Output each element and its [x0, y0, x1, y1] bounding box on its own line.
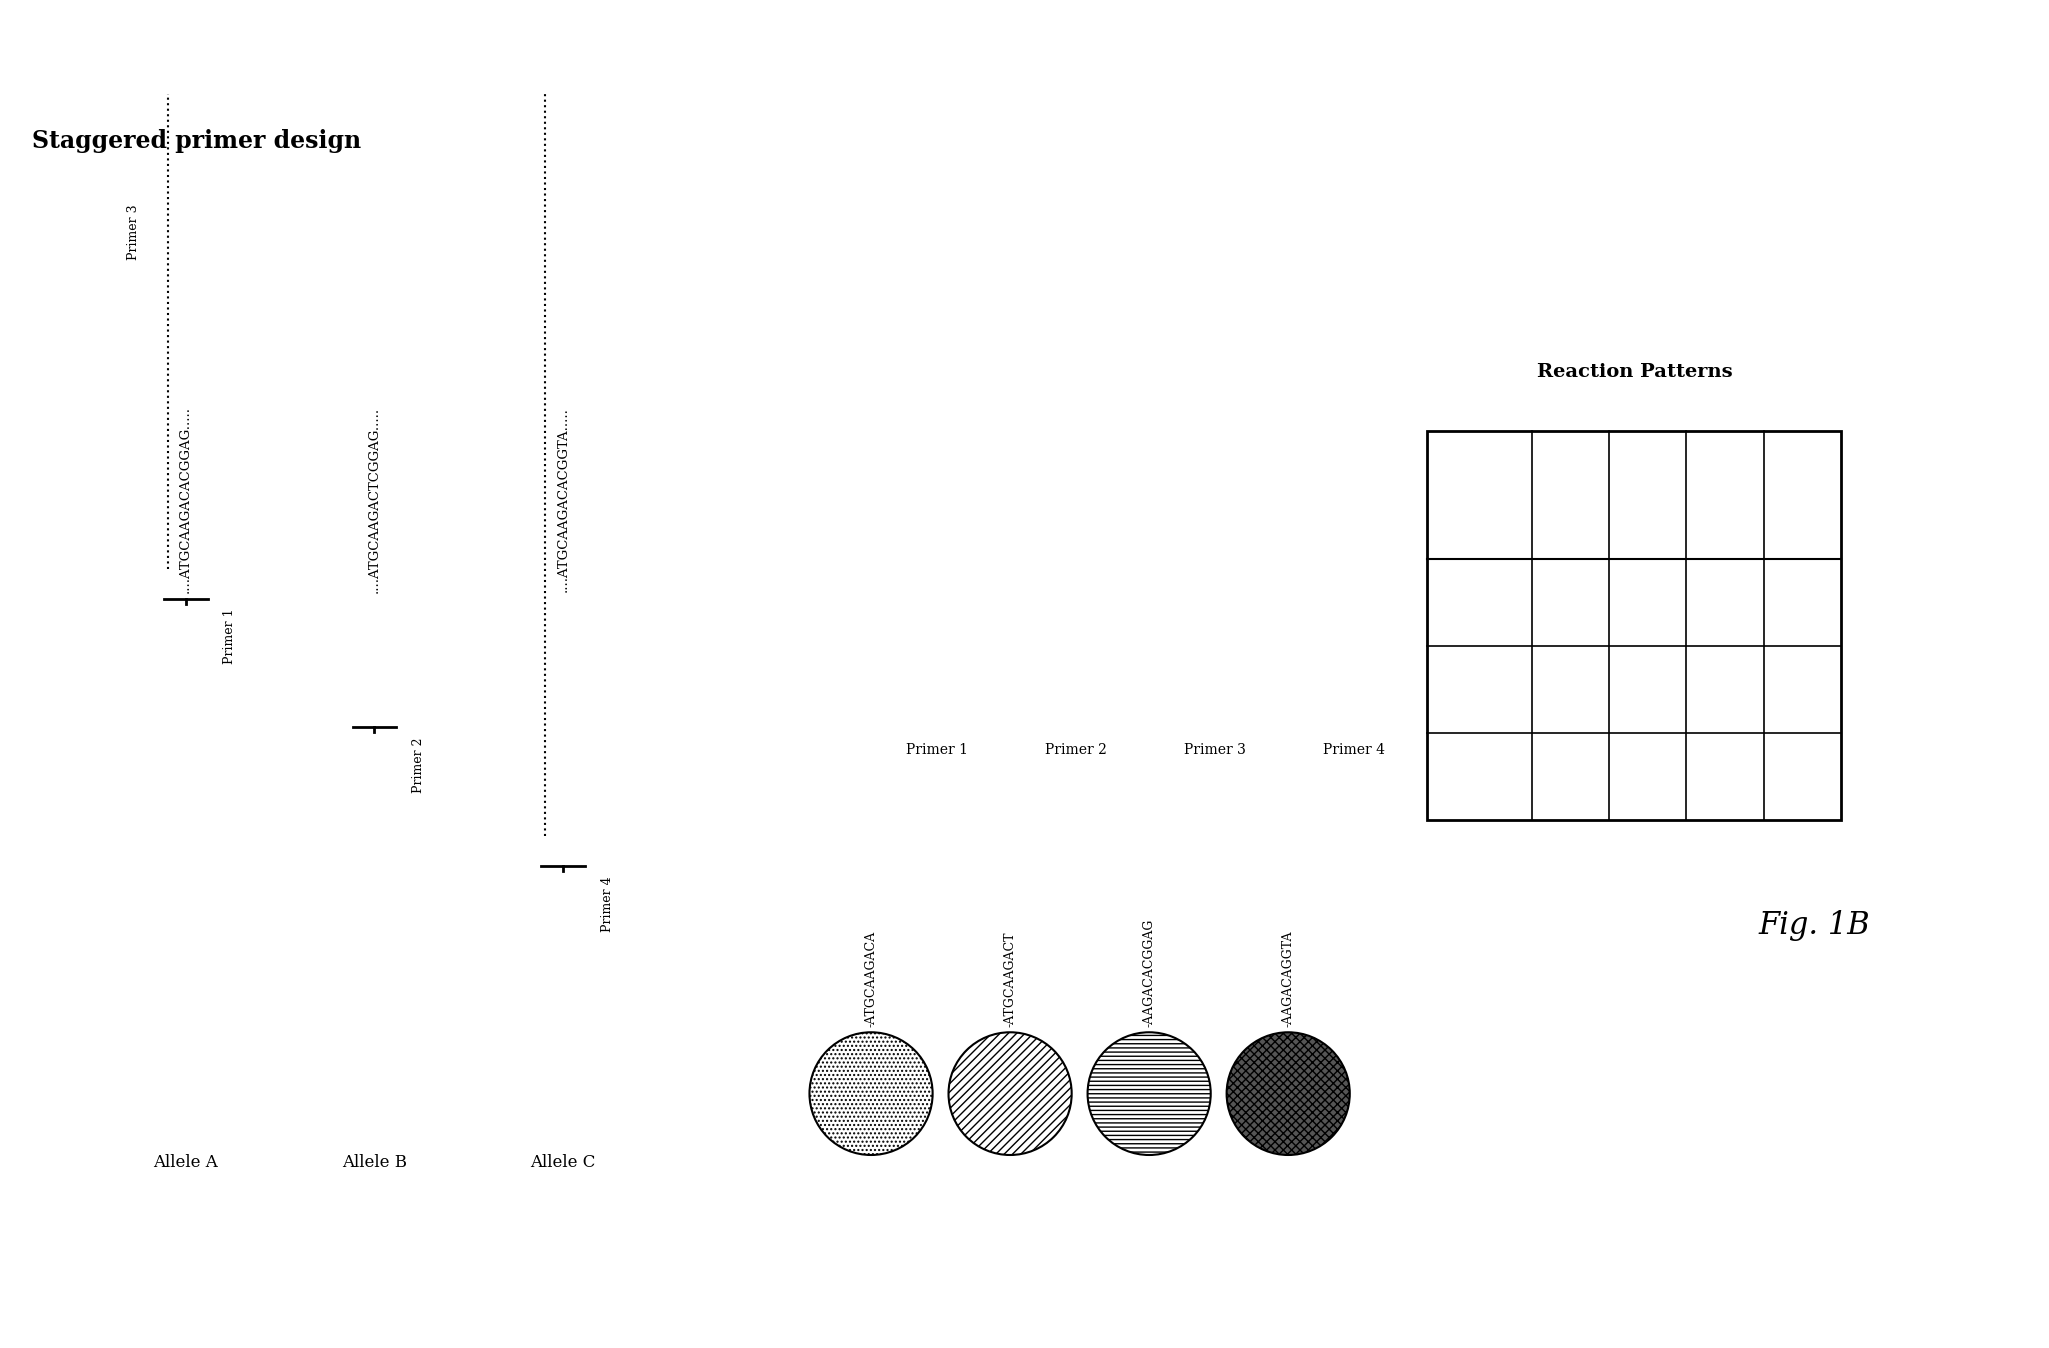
Text: +: + — [1797, 770, 1809, 785]
Circle shape — [1227, 1033, 1350, 1155]
Text: ....ATGCAAGACACGGAG.....: ....ATGCAAGACACGGAG..... — [178, 406, 193, 593]
Text: Allele C: Allele C — [1473, 754, 1486, 801]
Text: (+): (+) — [1713, 770, 1738, 785]
Text: Allele C: Allele C — [531, 1154, 596, 1171]
Text: ....ATGCAAGACACGGTA.....: ....ATGCAAGACACGGTA..... — [557, 407, 570, 592]
Text: Primer 3: Primer 3 — [127, 205, 139, 260]
Text: +: + — [1563, 770, 1576, 785]
Text: -AAGACACGGAG: -AAGACACGGAG — [1143, 919, 1156, 1027]
Circle shape — [949, 1033, 1072, 1155]
Text: Primer3: Primer3 — [1719, 470, 1731, 519]
Text: ....ATGCAAGACTCGGAG.....: ....ATGCAAGACTCGGAG..... — [369, 407, 381, 593]
Circle shape — [809, 1033, 932, 1155]
Text: Primer1: Primer1 — [1563, 470, 1578, 519]
Text: +: + — [1641, 683, 1654, 697]
Text: Primer 4: Primer 4 — [1324, 743, 1385, 758]
Text: Allele B: Allele B — [1473, 667, 1486, 713]
Text: Primer 1: Primer 1 — [906, 743, 967, 758]
Text: Allele A: Allele A — [154, 1154, 217, 1171]
Text: Staggered primer design: Staggered primer design — [33, 129, 361, 154]
Text: Primer 3: Primer 3 — [1184, 743, 1246, 758]
Text: Primer2: Primer2 — [1641, 470, 1654, 519]
Bar — [1428, 430, 1842, 821]
Text: Fig. 1B: Fig. 1B — [1758, 910, 1871, 941]
Text: -: - — [1567, 683, 1574, 697]
Text: -ATGCAAGACT: -ATGCAAGACT — [1004, 931, 1016, 1027]
Text: Primer4: Primer4 — [1797, 470, 1809, 519]
Text: Allele A: Allele A — [1473, 580, 1486, 625]
Text: Primer 1: Primer 1 — [223, 609, 236, 665]
Text: Primer 2: Primer 2 — [1045, 743, 1106, 758]
Text: -AAGACAGGTA: -AAGACAGGTA — [1283, 931, 1295, 1027]
Text: Primer 2: Primer 2 — [412, 737, 426, 793]
Text: -ATGCAAGACA: -ATGCAAGACA — [865, 931, 877, 1027]
Text: Allele B: Allele B — [342, 1154, 408, 1171]
Text: +: + — [1563, 596, 1576, 609]
Circle shape — [1088, 1033, 1211, 1155]
Text: Primer 4: Primer 4 — [600, 876, 615, 931]
Text: +: + — [1719, 683, 1731, 697]
Text: Reaction Patterns: Reaction Patterns — [1537, 363, 1731, 381]
